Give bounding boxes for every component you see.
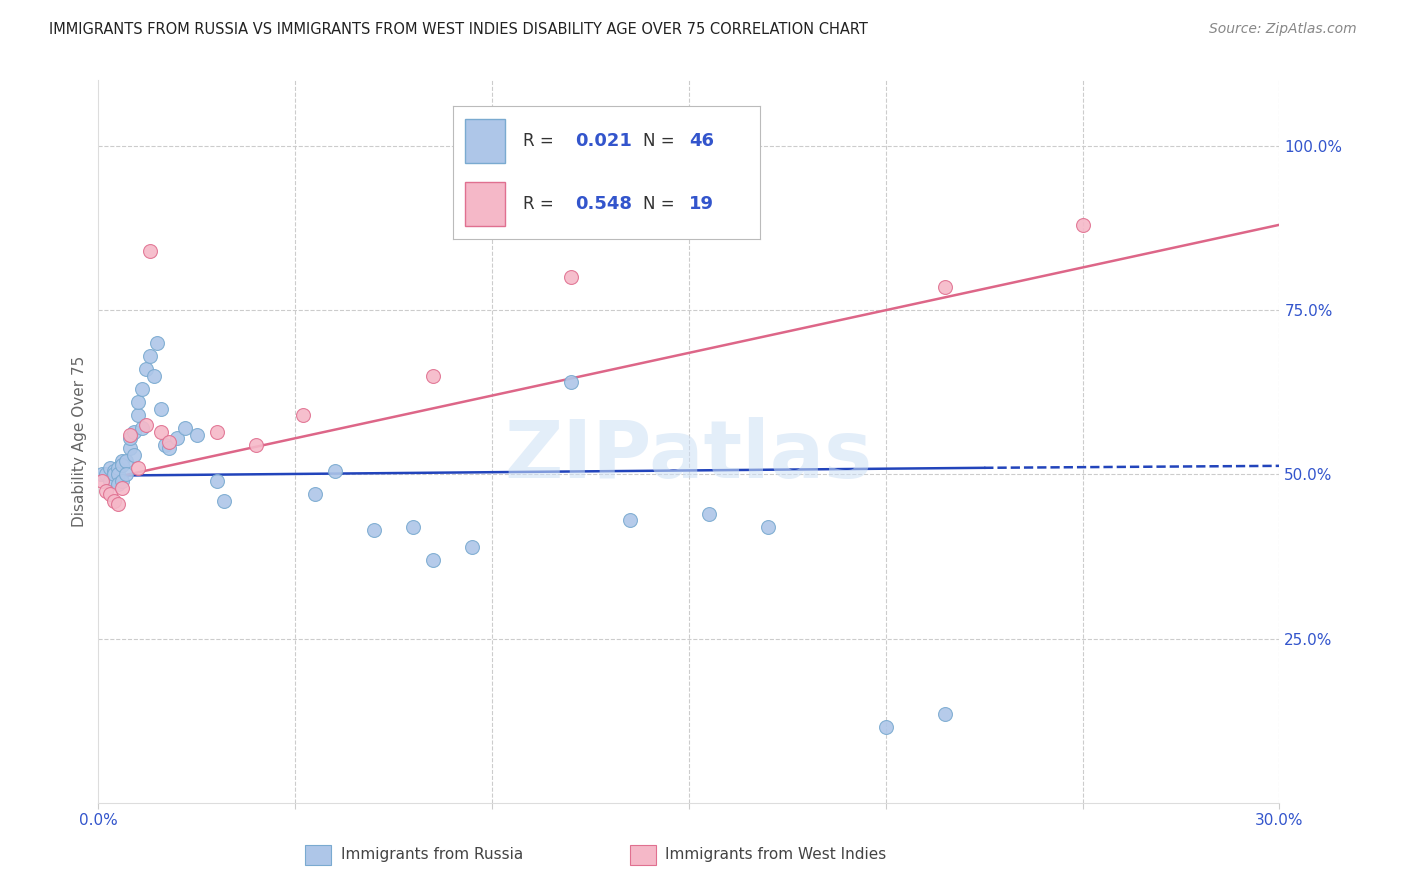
Text: Immigrants from West Indies: Immigrants from West Indies <box>665 847 887 863</box>
Point <box>98 460 121 475</box>
Point <box>122 448 145 462</box>
Point <box>150 425 173 439</box>
Point <box>422 368 444 383</box>
Point <box>96 483 118 498</box>
Point <box>107 467 129 482</box>
Point <box>138 349 160 363</box>
Point <box>323 464 346 478</box>
Point <box>214 493 236 508</box>
Point <box>127 395 149 409</box>
Point <box>131 421 153 435</box>
Point <box>934 280 956 294</box>
Point <box>560 270 582 285</box>
Bar <box>305 845 330 865</box>
Point <box>619 513 641 527</box>
Point <box>186 428 208 442</box>
Point <box>118 428 141 442</box>
Point <box>934 707 956 722</box>
Point <box>96 467 118 482</box>
Point <box>146 336 169 351</box>
Point <box>245 438 267 452</box>
Point <box>461 540 484 554</box>
Point <box>103 464 125 478</box>
Point <box>157 441 180 455</box>
Point <box>107 477 129 491</box>
Point <box>697 507 720 521</box>
Point <box>127 460 149 475</box>
Point <box>363 523 385 537</box>
Point <box>292 409 315 423</box>
Point <box>107 497 129 511</box>
Point <box>131 382 153 396</box>
Point <box>103 467 125 482</box>
Point <box>155 438 177 452</box>
Point <box>111 454 134 468</box>
Point <box>98 474 121 488</box>
Point <box>174 421 197 435</box>
Point <box>111 474 134 488</box>
Point <box>138 244 160 258</box>
Point <box>115 454 138 468</box>
Point <box>560 376 582 390</box>
Point <box>142 368 165 383</box>
Point <box>118 441 141 455</box>
Point <box>422 553 444 567</box>
Point <box>111 481 134 495</box>
Point <box>127 409 149 423</box>
Bar <box>630 845 655 865</box>
Point <box>91 467 114 482</box>
Point <box>304 487 326 501</box>
Point <box>875 720 897 734</box>
Point <box>91 474 114 488</box>
Text: Immigrants from Russia: Immigrants from Russia <box>340 847 523 863</box>
Point <box>118 431 141 445</box>
Y-axis label: Disability Age Over 75: Disability Age Over 75 <box>72 356 87 527</box>
Point <box>107 460 129 475</box>
Point <box>98 487 121 501</box>
Point <box>402 520 425 534</box>
Text: Source: ZipAtlas.com: Source: ZipAtlas.com <box>1209 22 1357 37</box>
Point <box>111 458 134 472</box>
Point <box>135 362 157 376</box>
Text: ZIPatlas: ZIPatlas <box>505 417 873 495</box>
Point <box>205 474 228 488</box>
Point <box>150 401 173 416</box>
Point <box>115 467 138 482</box>
Point <box>205 425 228 439</box>
Point <box>122 425 145 439</box>
Point <box>157 434 180 449</box>
Point <box>756 520 779 534</box>
Text: IMMIGRANTS FROM RUSSIA VS IMMIGRANTS FROM WEST INDIES DISABILITY AGE OVER 75 COR: IMMIGRANTS FROM RUSSIA VS IMMIGRANTS FRO… <box>49 22 868 37</box>
Point <box>103 493 125 508</box>
Point <box>1071 218 1094 232</box>
Point <box>135 418 157 433</box>
Point <box>166 431 188 445</box>
